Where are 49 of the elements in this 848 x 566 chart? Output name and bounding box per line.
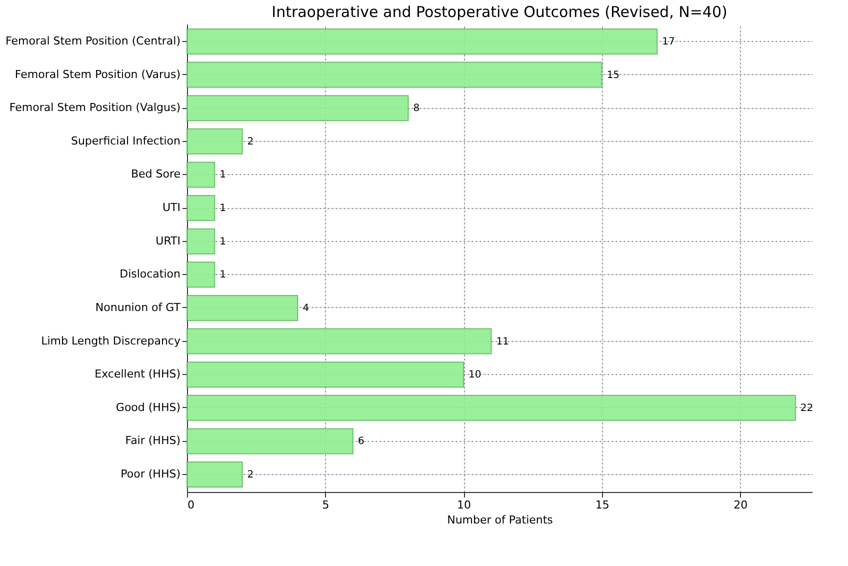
data-label: 1 (220, 236, 226, 248)
x-tick-label: 20 (734, 498, 748, 512)
x-tick-label: 10 (457, 498, 472, 512)
x-tick-label: 0 (188, 498, 194, 512)
bar (186, 362, 464, 388)
y-tick-label: Bed Sore (130, 168, 181, 181)
y-tick-label: Femoral Stem Position (Central) (6, 34, 180, 48)
y-tick-label: Fair (HHS) (125, 434, 180, 448)
y-tick-label: Poor (HHS) (120, 468, 180, 481)
bar (186, 28, 658, 54)
y-tick-label: URTI (156, 234, 180, 248)
x-axis-title: Number of Patients (447, 514, 554, 526)
data-label: 2 (247, 136, 254, 148)
bar (186, 428, 354, 454)
y-tick-label: Femoral Stem Position (Valgus) (9, 101, 180, 114)
x-tick-label: 5 (322, 498, 330, 512)
data-label: 22 (800, 402, 814, 414)
bar (186, 162, 216, 188)
y-tick-label: UTI (162, 201, 180, 214)
data-label: 4 (302, 302, 309, 314)
data-label: 6 (358, 436, 364, 448)
bar (186, 394, 796, 421)
x-tick-label: 15 (595, 498, 610, 512)
bar (186, 328, 492, 354)
bar (186, 462, 243, 488)
data-label: 10 (468, 370, 482, 381)
bar (186, 128, 243, 154)
bar (186, 95, 409, 122)
y-tick-label: Superficial Infection (70, 134, 181, 148)
bar (186, 228, 216, 254)
data-label: 15 (606, 70, 620, 81)
data-label: 11 (496, 336, 509, 348)
data-label: 1 (220, 203, 226, 214)
bar (186, 62, 602, 88)
bar (186, 294, 298, 321)
y-tick-label: Nonunion of GT (95, 300, 181, 314)
bar (186, 195, 216, 222)
chart-title: Intraoperative and Postoperative Outcomes (Revised, N=40) (272, 3, 728, 21)
y-tick-label: Good (HHS) (116, 400, 180, 414)
data-label: 8 (413, 103, 420, 114)
y-tick-label: Femoral Stem Position (Varus) (14, 68, 180, 81)
data-label: 1 (220, 270, 226, 281)
y-tick-label: Dislocation (120, 268, 181, 281)
data-label: 17 (662, 36, 675, 48)
bar (186, 262, 216, 288)
data-label: 2 (247, 470, 254, 481)
data-label: 1 (220, 170, 226, 181)
y-tick-label: Excellent (HHS) (94, 368, 180, 381)
y-tick-label: Limb Length Discrepancy (41, 334, 181, 348)
